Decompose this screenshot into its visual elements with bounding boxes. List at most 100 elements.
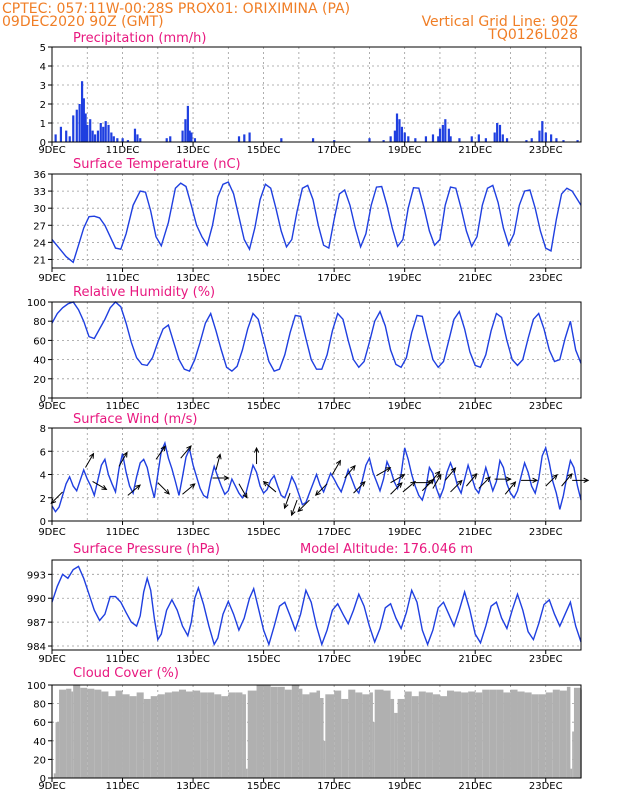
cloud-bar xyxy=(157,694,165,778)
wind-arrow xyxy=(450,480,463,493)
wind-arrow xyxy=(155,445,166,460)
wind-arrow-head xyxy=(189,483,196,489)
x-tick-label: 17DEC xyxy=(317,527,351,538)
cloud-bar xyxy=(397,698,405,778)
cloud-bar xyxy=(566,686,571,778)
precip-bar xyxy=(458,138,461,142)
precip-bar xyxy=(424,136,428,142)
precip-bar xyxy=(80,81,84,142)
precip-bar xyxy=(72,115,75,142)
wind-arrow-head xyxy=(434,470,441,477)
wind-arrow-head xyxy=(471,472,478,479)
x-tick-label: 19DEC xyxy=(388,527,422,538)
cloud-bar xyxy=(270,686,278,778)
wind-arrow-head xyxy=(396,482,403,488)
cloud-bar xyxy=(150,696,158,778)
x-tick-label: 9DEC xyxy=(38,654,65,665)
cloud-bar xyxy=(80,687,88,778)
wind-arrow xyxy=(331,460,341,475)
panel-title: Surface Wind (m/s) xyxy=(73,412,197,427)
precip-bar xyxy=(89,119,92,142)
panel-title: Relative Humidity (%) xyxy=(73,285,215,300)
precip-bar xyxy=(181,130,184,142)
x-tick-label: 11DEC xyxy=(106,401,140,412)
precip-bar xyxy=(496,123,499,142)
cloud-bar xyxy=(573,687,581,778)
x-tick-label: 21DEC xyxy=(458,273,492,284)
precip-bar xyxy=(550,134,553,142)
wind-arrow-head xyxy=(89,452,95,459)
y-tick-label: 24 xyxy=(33,238,46,249)
cloud-bar xyxy=(320,698,324,778)
precip-bar xyxy=(484,138,487,142)
cloud-bar xyxy=(496,689,504,778)
cloud-bar xyxy=(461,692,469,778)
cloud-bar xyxy=(302,694,310,778)
y-tick-label: 6 xyxy=(40,447,46,458)
cloud-bar xyxy=(570,768,573,778)
precip-bar xyxy=(437,136,440,142)
y-tick-label: 30 xyxy=(33,204,46,215)
panel-1: 21 24 27 30 33 36 9DEC 11DEC 13DEC 15DEC 17DEC 19DE… xyxy=(33,157,582,284)
x-tick-label: 15DEC xyxy=(247,654,281,665)
wind-arrow-head xyxy=(223,475,230,481)
cloud-bar xyxy=(66,688,72,778)
cloud-bar xyxy=(503,692,511,778)
panel-frame xyxy=(51,46,582,143)
y-tick-label: 4 xyxy=(40,62,46,73)
cloud-bar xyxy=(454,691,462,778)
cloud-bar xyxy=(101,691,109,778)
x-tick-label: 21DEC xyxy=(458,654,492,665)
wind-arrow xyxy=(291,499,298,516)
precip-bar xyxy=(75,109,78,142)
precip-bar xyxy=(541,121,544,142)
x-tick-label: 15DEC xyxy=(247,781,281,792)
x-tick-label: 23DEC xyxy=(529,273,563,284)
x-tick-label: 13DEC xyxy=(176,401,210,412)
precip-bar xyxy=(382,140,385,142)
precip-bar xyxy=(237,136,241,142)
precip-bar xyxy=(544,132,547,142)
y-tick-label: 21 xyxy=(33,255,46,266)
cloud-bar xyxy=(404,691,412,778)
cloud-bar xyxy=(325,694,335,778)
cloud-bar xyxy=(136,692,144,778)
precip-bar xyxy=(447,128,450,142)
x-tick-label: 15DEC xyxy=(247,401,281,412)
cloud-bar xyxy=(510,689,518,778)
precip-bar xyxy=(54,134,57,142)
wind-arrow-head xyxy=(160,445,166,452)
cloud-bar xyxy=(362,694,370,778)
panel-frame xyxy=(51,427,582,522)
cloud-bar xyxy=(235,692,243,778)
wind-arrow-head xyxy=(314,490,321,496)
y-tick-label: 33 xyxy=(33,187,46,198)
x-tick-label: 11DEC xyxy=(106,145,140,156)
precip-bar xyxy=(538,130,541,142)
wind-arrow-head xyxy=(510,481,517,487)
precip-bar xyxy=(82,98,85,142)
wind-arrow-head xyxy=(101,485,108,491)
wind-arrow xyxy=(92,481,107,490)
cloud-bar xyxy=(73,685,81,778)
panel-0: 0 1 2 3 4 5 9DEC 11DEC 13DEC 15DEC 17DEC 19DEC 21DEC… xyxy=(38,31,582,156)
cloud-bar xyxy=(87,688,95,778)
precip-bar xyxy=(110,132,113,142)
cloud-bar xyxy=(108,696,116,778)
cloud-bar xyxy=(164,692,172,778)
wind-arrow-head xyxy=(532,477,539,483)
y-tick-label: 2 xyxy=(40,494,46,505)
y-tick-label: 0 xyxy=(40,138,46,149)
x-tick-label: 19DEC xyxy=(388,781,422,792)
cloud-bar xyxy=(298,688,303,778)
wind-arrow xyxy=(504,481,516,495)
precip-bar xyxy=(243,134,246,142)
precip-bar xyxy=(449,136,452,142)
cloud-bar xyxy=(263,685,271,778)
wind-arrow xyxy=(315,483,328,496)
panel-frame xyxy=(51,173,582,269)
header-model: TQ0126L028 xyxy=(487,27,578,43)
cloud-bar xyxy=(256,685,264,778)
x-tick-label: 15DEC xyxy=(247,527,281,538)
precip-bar xyxy=(116,138,119,142)
